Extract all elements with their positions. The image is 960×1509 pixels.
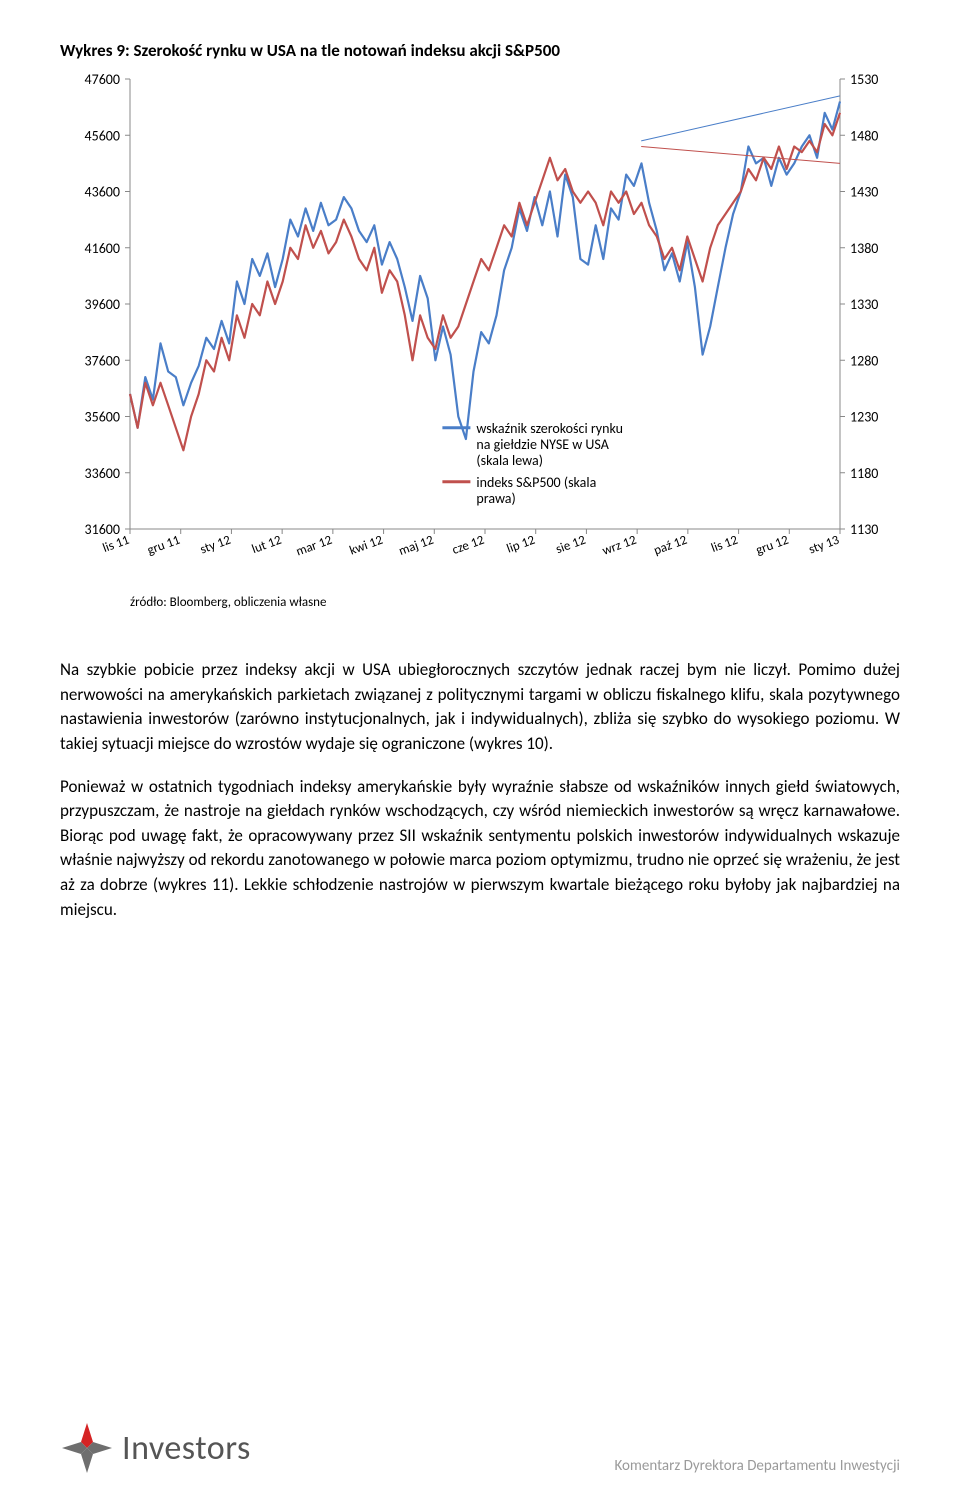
svg-text:1280: 1280 (850, 352, 878, 369)
svg-text:paź 12: paź 12 (652, 533, 690, 559)
brand-name: Investors (122, 1428, 251, 1469)
svg-text:wrz 12: wrz 12 (600, 533, 638, 559)
svg-text:gru 11: gru 11 (145, 533, 182, 559)
chart-source: źródło: Bloomberg, obliczenia własne (130, 595, 900, 610)
svg-text:lis 12: lis 12 (709, 533, 740, 557)
svg-text:1330: 1330 (850, 296, 878, 313)
svg-text:33600: 33600 (85, 465, 120, 482)
svg-text:1430: 1430 (850, 184, 878, 201)
star-icon (60, 1421, 114, 1475)
svg-text:cze 12: cze 12 (450, 533, 486, 558)
svg-text:na giełdzie NYSE w USA: na giełdzie NYSE w USA (476, 436, 609, 453)
svg-text:prawa): prawa) (476, 490, 515, 507)
svg-text:sty 12: sty 12 (198, 533, 233, 558)
svg-text:43600: 43600 (85, 184, 120, 201)
svg-text:31600: 31600 (85, 521, 120, 538)
svg-text:maj 12: maj 12 (397, 533, 436, 559)
svg-text:41600: 41600 (85, 240, 120, 257)
svg-text:47600: 47600 (85, 71, 120, 88)
svg-text:1130: 1130 (850, 521, 878, 538)
article-body: Na szybkie pobicie przez indeksy akcji w… (60, 658, 900, 922)
svg-text:gru 12: gru 12 (754, 533, 791, 559)
svg-text:wskaźnik szerokości rynku: wskaźnik szerokości rynku (476, 420, 623, 437)
svg-text:mar 12: mar 12 (294, 533, 335, 560)
svg-text:kwi 12: kwi 12 (348, 533, 386, 559)
paragraph-2: Ponieważ w ostatnich tygodniach indeksy … (60, 775, 900, 923)
svg-text:37600: 37600 (85, 352, 120, 369)
svg-text:45600: 45600 (85, 127, 120, 144)
brand-logo: Investors (60, 1421, 251, 1475)
svg-text:39600: 39600 (85, 296, 120, 313)
dual-axis-line-chart: 47600 45600 43600 41600 39600 37600 35600 33600… (60, 69, 900, 589)
svg-text:lip 12: lip 12 (505, 533, 538, 557)
paragraph-1: Na szybkie pobicie przez indeksy akcji w… (60, 658, 900, 757)
svg-text:1530: 1530 (850, 71, 878, 88)
svg-text:1230: 1230 (850, 409, 878, 426)
chart-title: Wykres 9: Szerokość rynku w USA na tle n… (60, 40, 900, 61)
svg-text:indeks S&P500 (skala: indeks S&P500 (skala (476, 474, 596, 491)
footer-credit: Komentarz Dyrektora Departamentu Inwesty… (614, 1457, 900, 1475)
svg-text:1180: 1180 (850, 465, 878, 482)
svg-text:lut 12: lut 12 (250, 533, 284, 558)
svg-text:1380: 1380 (850, 240, 878, 257)
svg-text:1480: 1480 (850, 127, 878, 144)
svg-text:(skala lewa): (skala lewa) (476, 452, 543, 469)
svg-text:35600: 35600 (85, 409, 120, 426)
svg-text:sty 13: sty 13 (807, 533, 842, 558)
svg-text:sie 12: sie 12 (554, 533, 588, 558)
